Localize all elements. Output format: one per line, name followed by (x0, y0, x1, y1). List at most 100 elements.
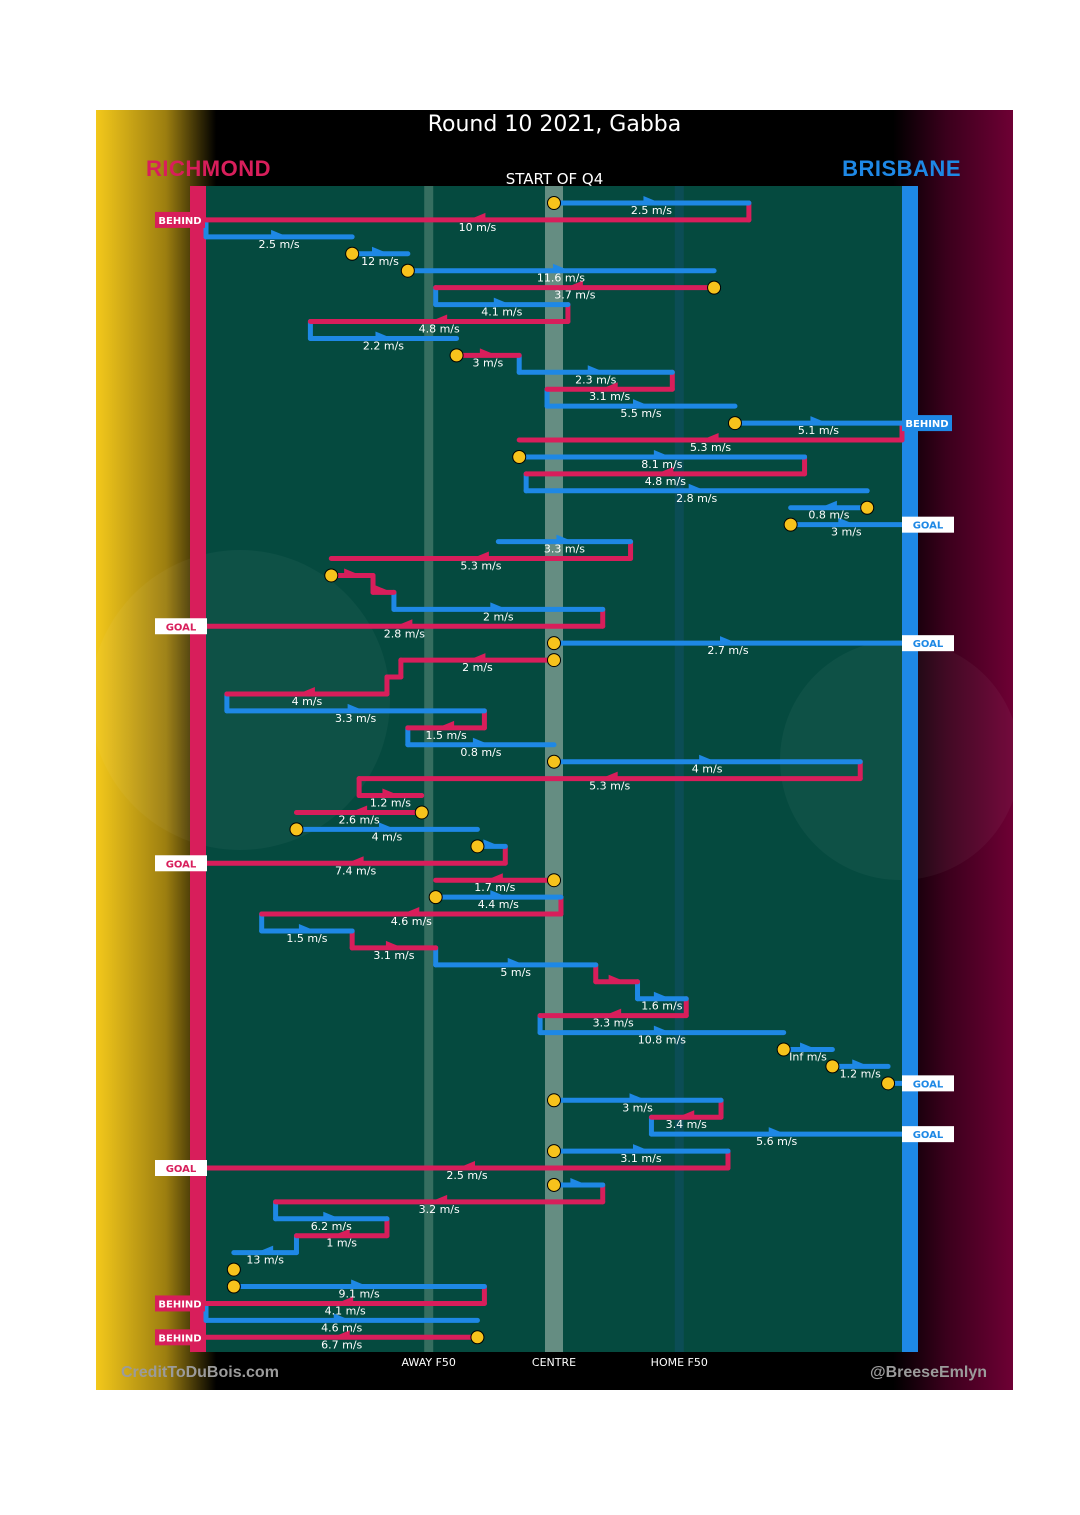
badge-box (155, 1329, 205, 1346)
direction-arrow-icon (490, 602, 508, 610)
direction-arrow-icon (493, 297, 511, 305)
direction-arrow-icon (256, 1245, 274, 1253)
badge-box (155, 618, 207, 635)
badge-text: GOAL (913, 1130, 944, 1141)
speed-label: 4.1 m/s (481, 306, 522, 319)
direction-arrow-icon (556, 534, 574, 542)
speed-label: 9.1 m/s (339, 1288, 380, 1301)
direction-arrow-icon (653, 449, 671, 457)
direction-arrow-icon (458, 1161, 475, 1169)
brisbane-watermark-icon (780, 640, 1020, 880)
badge-text: GOAL (913, 521, 944, 532)
badge-text: BEHIND (905, 419, 948, 430)
speed-label: 1.2 m/s (370, 797, 411, 810)
possession-marker-icon (825, 1059, 840, 1074)
direction-arrow-icon (643, 196, 661, 203)
possession-marker-icon (547, 1177, 561, 1192)
direction-arrow-icon (437, 720, 455, 728)
badge-text: GOAL (166, 859, 197, 870)
speed-label: 4.1 m/s (325, 1304, 366, 1317)
possession-marker-icon (547, 636, 561, 651)
centre-line (545, 186, 563, 1352)
direction-arrow-icon (701, 433, 719, 441)
brisbane-score-badge: GOAL (902, 516, 954, 533)
richmond-goal-bar (190, 186, 206, 1352)
speed-label: 5.5 m/s (620, 407, 661, 420)
possession-marker-icon (547, 1144, 561, 1159)
possession-marker-icon (860, 500, 875, 515)
richmond-score-badge: GOAL (155, 1160, 207, 1177)
direction-arrow-icon (677, 1110, 695, 1118)
speed-label: 3.1 m/s (620, 1152, 661, 1165)
speed-label: 5.3 m/s (460, 560, 501, 573)
speed-label: 3 m/s (473, 356, 504, 369)
speed-label: 5 m/s (500, 966, 531, 979)
possession-marker-icon (324, 568, 339, 583)
badge-box (902, 415, 952, 432)
speed-label: 1.5 m/s (426, 729, 467, 742)
speed-label: 6.7 m/s (321, 1338, 362, 1351)
direction-arrow-icon (838, 517, 856, 525)
speed-label: 2.5 m/s (631, 204, 672, 217)
badge-text: BEHIND (158, 1299, 201, 1310)
direction-arrow-icon (468, 212, 486, 220)
speed-label: 3.3 m/s (335, 712, 376, 725)
direction-arrow-icon (483, 839, 501, 847)
speed-label: 2 m/s (462, 661, 493, 674)
speed-label: 7.4 m/s (335, 864, 376, 877)
possession-marker-icon (226, 1262, 241, 1277)
direction-arrow-icon (490, 890, 508, 898)
direction-arrow-icon (332, 1228, 350, 1236)
possession-marker-icon (881, 1076, 896, 1091)
direction-arrow-icon (810, 416, 828, 424)
direction-arrow-icon (468, 653, 486, 661)
direction-arrow-icon (430, 1194, 448, 1202)
brisbane-score-badge: BEHIND (902, 415, 952, 432)
brisbane-score-badge: GOAL (902, 635, 954, 652)
speed-label: 1.7 m/s (474, 881, 515, 894)
chart-subtitle: START OF Q4 (505, 170, 604, 188)
badge-box (902, 635, 954, 652)
speed-label: 4.6 m/s (391, 915, 432, 928)
badge-box (155, 211, 205, 228)
direction-arrow-icon (653, 991, 671, 999)
speed-label: 3.3 m/s (544, 543, 585, 556)
direction-arrow-icon (297, 686, 315, 694)
possession-marker-icon (783, 517, 798, 532)
direction-arrow-icon (430, 314, 448, 322)
direction-arrow-icon (375, 585, 393, 593)
speed-label: 4.4 m/s (478, 898, 519, 911)
direction-arrow-icon (271, 229, 289, 237)
speed-label: 13 m/s (246, 1254, 284, 1267)
direction-arrow-icon (768, 1127, 786, 1135)
possession-marker-icon (400, 263, 415, 278)
possession-marker-icon (226, 1279, 241, 1294)
speed-label: 12 m/s (361, 255, 399, 268)
direction-arrow-icon (656, 466, 674, 474)
chart-title: Round 10 2021, Gabba (427, 112, 682, 137)
speed-label: 10.8 m/s (638, 1034, 686, 1047)
speed-label: 3.3 m/s (593, 1017, 634, 1030)
direction-arrow-icon (507, 957, 525, 965)
speed-label: 3.1 m/s (589, 390, 630, 403)
badge-box (902, 1126, 954, 1143)
speed-label: 2.8 m/s (676, 492, 717, 505)
direction-arrow-icon (720, 636, 737, 644)
axis-label-2: HOME F50 (651, 1356, 708, 1369)
possession-marker-icon (547, 653, 561, 668)
possession-marker-icon (414, 805, 429, 820)
direction-arrow-icon (699, 754, 717, 762)
badge-box (155, 1295, 205, 1312)
richmond-score-badge: BEHIND (155, 211, 205, 228)
direction-arrow-icon (819, 500, 837, 508)
speed-label: 3.4 m/s (666, 1118, 707, 1131)
direction-arrow-icon (471, 551, 489, 559)
speed-label: 4.8 m/s (419, 323, 460, 336)
axis-label-1: CENTRE (532, 1356, 576, 1369)
direction-arrow-icon (385, 940, 403, 948)
direction-arrow-icon (629, 1093, 647, 1101)
badge-text: BEHIND (158, 216, 201, 227)
speed-label: 3 m/s (622, 1101, 653, 1114)
badge-text: GOAL (166, 622, 197, 633)
direction-arrow-icon (402, 907, 420, 915)
